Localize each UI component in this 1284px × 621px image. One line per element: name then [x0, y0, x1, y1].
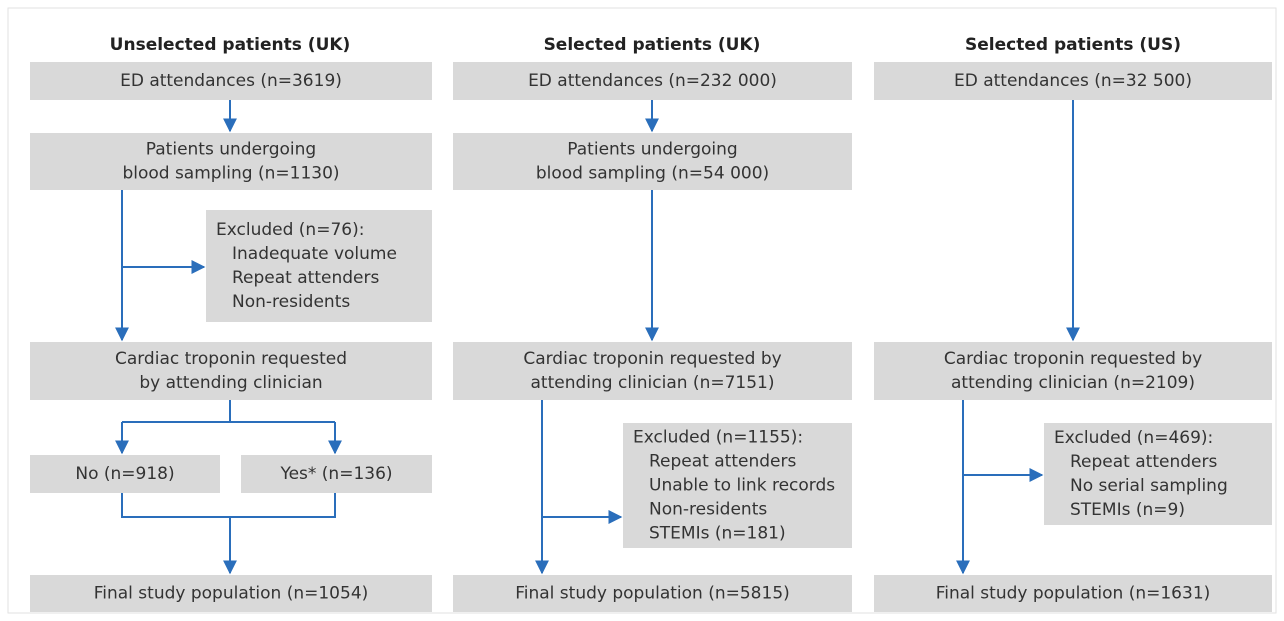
- box-text: Cardiac troponin requested by: [523, 349, 781, 369]
- excluded-box: [206, 210, 432, 322]
- flow-box: [30, 62, 432, 100]
- box-text: Unable to link records: [649, 476, 835, 496]
- box-text: STEMIs (n=9): [1070, 500, 1185, 520]
- excluded-box: [623, 423, 852, 548]
- box-text: Excluded (n=76):: [216, 220, 364, 240]
- box-text: Excluded (n=469):: [1054, 428, 1213, 448]
- box-text: Inadequate volume: [232, 244, 397, 264]
- box-text: Final study population (n=5815): [515, 584, 790, 604]
- box-text: Non-residents: [649, 500, 767, 520]
- connector: [121, 493, 336, 518]
- box-text: ED attendances (n=3619): [120, 71, 342, 91]
- box-text: Cardiac troponin requested by: [944, 349, 1202, 369]
- flow-box: [453, 342, 852, 400]
- flow-box: [453, 133, 852, 190]
- box-text: Repeat attenders: [232, 268, 379, 288]
- box-text: ED attendances (n=32 500): [954, 71, 1192, 91]
- box-text: No (n=918): [75, 464, 174, 484]
- flow-box: [30, 575, 432, 612]
- flow-box: [874, 575, 1272, 612]
- box-text: attending clinician (n=2109): [951, 373, 1195, 393]
- box-text: Excluded (n=1155):: [633, 428, 803, 448]
- box-text: ED attendances (n=232 000): [528, 71, 777, 91]
- box-text: by attending clinician: [139, 373, 322, 393]
- box-text: Cardiac troponin requested: [115, 349, 347, 369]
- column-title: Selected patients (UK): [544, 35, 761, 55]
- box-text: Patients undergoing: [146, 140, 316, 160]
- connector: [122, 400, 335, 423]
- box-text: blood sampling (n=54 000): [536, 164, 769, 184]
- box-text: Repeat attenders: [649, 452, 796, 472]
- box-text: No serial sampling: [1070, 476, 1228, 496]
- flow-box: [453, 62, 852, 100]
- column-title: Selected patients (US): [965, 35, 1181, 55]
- box-text: blood sampling (n=1130): [122, 164, 339, 184]
- box-text: attending clinician (n=7151): [531, 373, 775, 393]
- box-text: Patients undergoing: [567, 140, 737, 160]
- box-text: Non-residents: [232, 292, 350, 312]
- flow-box: [30, 455, 220, 493]
- box-text: Final study population (n=1631): [936, 584, 1211, 604]
- flow-box: [30, 133, 432, 190]
- flow-box: [241, 455, 432, 493]
- box-text: Yes* (n=136): [279, 464, 392, 484]
- column-title: Unselected patients (UK): [110, 35, 351, 55]
- flow-box: [874, 62, 1272, 100]
- flow-box: [874, 342, 1272, 400]
- flow-box: [30, 342, 432, 400]
- frame: [7, 7, 1277, 614]
- connectors: [115, 100, 1080, 575]
- box-text: Repeat attenders: [1070, 452, 1217, 472]
- flow-box: [453, 575, 852, 612]
- excluded-box: [1044, 423, 1272, 525]
- box-text: Final study population (n=1054): [94, 584, 369, 604]
- box-text: STEMIs (n=181): [649, 524, 786, 544]
